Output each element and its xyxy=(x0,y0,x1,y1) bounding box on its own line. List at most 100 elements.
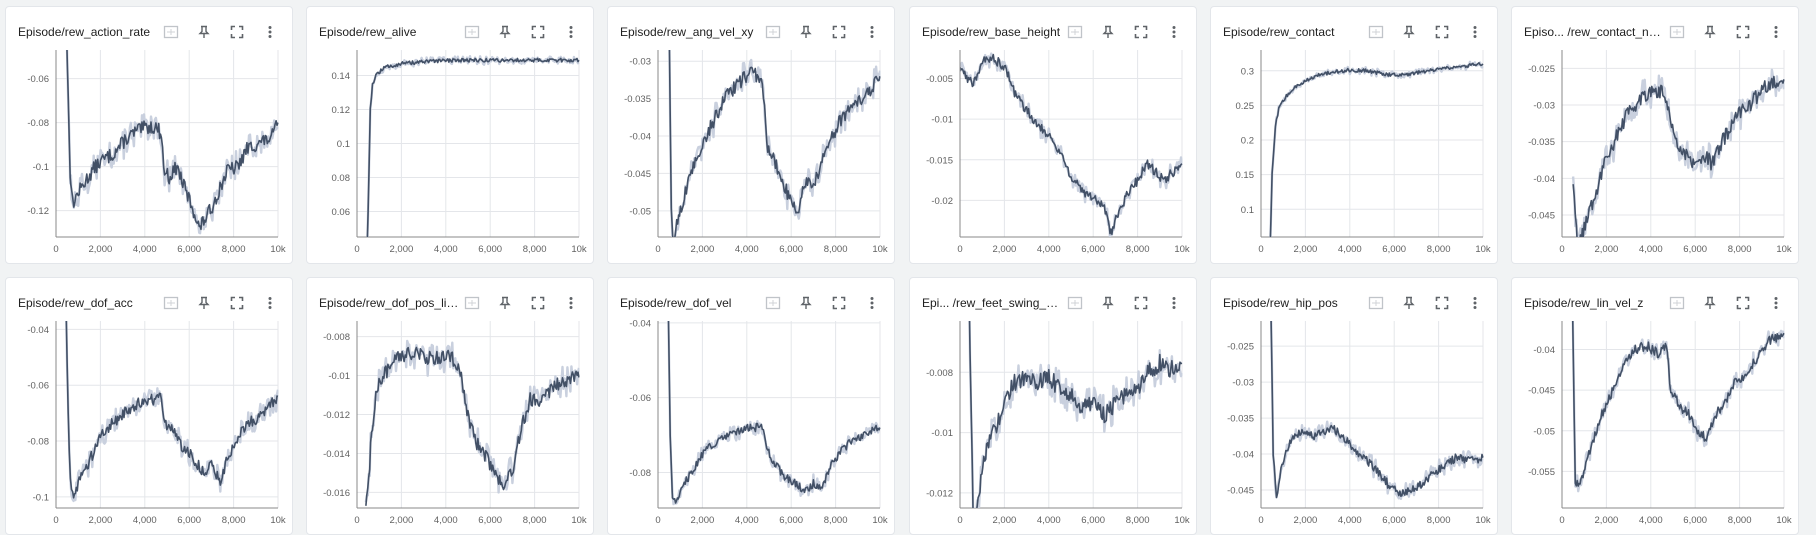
pin-icon[interactable] xyxy=(1698,20,1722,44)
series-line xyxy=(1572,75,1785,237)
more-vert-icon[interactable] xyxy=(1162,20,1186,44)
fullscreen-icon[interactable] xyxy=(225,20,249,44)
card-title: Episode/rew_dof_vel xyxy=(620,296,732,310)
more-vert-icon[interactable] xyxy=(1764,291,1788,315)
line-chart[interactable]: 0 2,000 4,000 6,000 8,000 10k -0.025 -0.03 -0.03… xyxy=(1512,47,1800,263)
card-header: Episode/rew_ang_vel_xy xyxy=(620,19,884,45)
more-vert-icon[interactable] xyxy=(1162,291,1186,315)
scalar-card: Episode/rew_base_height 0 2,000 4,000 6,000 8… xyxy=(909,6,1197,264)
more-vert-icon[interactable] xyxy=(860,20,884,44)
fit-domain-icon[interactable] xyxy=(1063,291,1087,315)
fit-domain-icon[interactable] xyxy=(159,20,183,44)
pin-icon[interactable] xyxy=(1096,291,1120,315)
x-tick-label: 6,000 xyxy=(1683,244,1707,255)
line-chart[interactable]: 0 2,000 4,000 6,000 8,000 10k -0.04 -0.045 -0.05… xyxy=(1512,318,1800,534)
y-tick-label: -0.04 xyxy=(629,318,651,329)
fullscreen-icon[interactable] xyxy=(1731,20,1755,44)
fit-domain-icon[interactable] xyxy=(761,20,785,44)
fullscreen-icon[interactable] xyxy=(1430,291,1454,315)
line-chart[interactable]: 0 2,000 4,000 6,000 8,000 10k -0.005 -0.01 -0.01… xyxy=(910,47,1198,263)
line-chart[interactable]: 0 2,000 4,000 6,000 8,000 10k 0.14 0.12 0.1 0.08 0… xyxy=(307,47,595,263)
y-tick-label: -0.025 xyxy=(1227,342,1254,353)
x-tick-label: 4,000 xyxy=(133,515,157,526)
line-chart[interactable]: 0 2,000 4,000 6,000 8,000 10k -0.025 -0.03 -0.03… xyxy=(1211,318,1499,534)
series-line xyxy=(1270,321,1484,499)
scalar-card: Episode/rew_action_rate 0 2,000 4,000 6,000 8… xyxy=(5,6,293,264)
fullscreen-icon[interactable] xyxy=(1430,20,1454,44)
pin-icon[interactable] xyxy=(192,20,216,44)
pin-icon[interactable] xyxy=(1096,20,1120,44)
x-tick-label: 10k xyxy=(1776,515,1792,526)
line-chart[interactable]: 0 2,000 4,000 6,000 8,000 10k -0.04 -0.06 -0.08 -… xyxy=(6,318,294,534)
more-vert-icon[interactable] xyxy=(1463,291,1487,315)
y-tick-label: -0.045 xyxy=(624,169,651,180)
fullscreen-icon[interactable] xyxy=(526,291,550,315)
card-actions xyxy=(1063,291,1186,315)
more-vert-icon[interactable] xyxy=(1764,20,1788,44)
fit-domain-icon[interactable] xyxy=(159,291,183,315)
x-tick-label: 10k xyxy=(571,515,587,526)
pin-icon[interactable] xyxy=(794,291,818,315)
x-tick-label: 4,000 xyxy=(434,244,458,255)
fit-domain-icon[interactable] xyxy=(1364,20,1388,44)
more-vert-icon[interactable] xyxy=(559,20,583,44)
fit-domain-icon[interactable] xyxy=(1665,291,1689,315)
card-actions xyxy=(159,291,282,315)
x-tick-label: 8,000 xyxy=(1126,244,1150,255)
y-tick-label: -0.008 xyxy=(926,368,953,379)
more-vert-icon[interactable] xyxy=(258,291,282,315)
fit-domain-icon[interactable] xyxy=(460,20,484,44)
y-tick-label: -0.03 xyxy=(629,57,651,68)
line-chart[interactable]: 0 2,000 4,000 6,000 8,000 10k -0.06 -0.08 -0.1 -0… xyxy=(6,47,294,263)
x-tick-label: 0 xyxy=(53,515,58,526)
fullscreen-icon[interactable] xyxy=(1731,291,1755,315)
x-tick-label: 2,000 xyxy=(89,244,113,255)
fit-domain-icon[interactable] xyxy=(1063,20,1087,44)
fullscreen-icon[interactable] xyxy=(225,291,249,315)
fit-domain-icon[interactable] xyxy=(761,291,785,315)
y-tick-label: -0.05 xyxy=(1533,426,1555,437)
y-tick-label: -0.035 xyxy=(1227,414,1254,425)
pin-icon[interactable] xyxy=(493,291,517,315)
more-vert-icon[interactable] xyxy=(559,291,583,315)
x-tick-label: 0 xyxy=(655,244,660,255)
pin-icon[interactable] xyxy=(1698,291,1722,315)
x-tick-label: 2,000 xyxy=(390,515,414,526)
x-tick-label: 10k xyxy=(1174,515,1190,526)
fullscreen-icon[interactable] xyxy=(1129,291,1153,315)
x-tick-label: 10k xyxy=(1475,244,1491,255)
pin-icon[interactable] xyxy=(192,291,216,315)
series-raw-line xyxy=(364,339,580,503)
more-vert-icon[interactable] xyxy=(860,291,884,315)
fullscreen-icon[interactable] xyxy=(526,20,550,44)
scalar-card: Epi... /rew_feet_swing_heig... 0 2,000 4,00… xyxy=(909,277,1197,535)
fullscreen-icon[interactable] xyxy=(1129,20,1153,44)
fit-domain-icon[interactable] xyxy=(1364,291,1388,315)
line-chart[interactable]: 0 2,000 4,000 6,000 8,000 10k -0.008 -0.01 -0.01… xyxy=(307,318,595,534)
y-tick-label: -0.012 xyxy=(926,488,953,499)
more-vert-icon[interactable] xyxy=(1463,20,1487,44)
fullscreen-icon[interactable] xyxy=(827,291,851,315)
x-tick-label: 0 xyxy=(354,515,359,526)
line-chart[interactable]: 0 2,000 4,000 6,000 8,000 10k -0.03 -0.035 -0.04… xyxy=(608,47,896,263)
pin-icon[interactable] xyxy=(1397,291,1421,315)
chart-svg: 0 2,000 4,000 6,000 8,000 10k -0.04 -0.06 -0.08 xyxy=(629,318,888,526)
fit-domain-icon[interactable] xyxy=(1665,20,1689,44)
more-vert-icon[interactable] xyxy=(258,20,282,44)
series-raw-line xyxy=(1571,68,1785,237)
y-tick-label: -0.04 xyxy=(1533,345,1555,356)
fullscreen-icon[interactable] xyxy=(827,20,851,44)
card-actions xyxy=(159,20,282,44)
pin-icon[interactable] xyxy=(1397,20,1421,44)
pin-icon[interactable] xyxy=(493,20,517,44)
y-tick-label: -0.08 xyxy=(27,118,49,129)
line-chart[interactable]: 0 2,000 4,000 6,000 8,000 10k -0.008 -0.01 -0.01… xyxy=(910,318,1198,534)
x-tick-label: 2,000 xyxy=(1294,515,1318,526)
card-actions xyxy=(1665,291,1788,315)
x-tick-label: 4,000 xyxy=(1639,244,1663,255)
pin-icon[interactable] xyxy=(794,20,818,44)
line-chart[interactable]: 0 2,000 4,000 6,000 8,000 10k 0.3 0.25 0.2 0.15 0.… xyxy=(1211,47,1499,263)
x-tick-label: 10k xyxy=(1776,244,1792,255)
line-chart[interactable]: 0 2,000 4,000 6,000 8,000 10k -0.04 -0.06 -0.08 xyxy=(608,318,896,534)
fit-domain-icon[interactable] xyxy=(460,291,484,315)
